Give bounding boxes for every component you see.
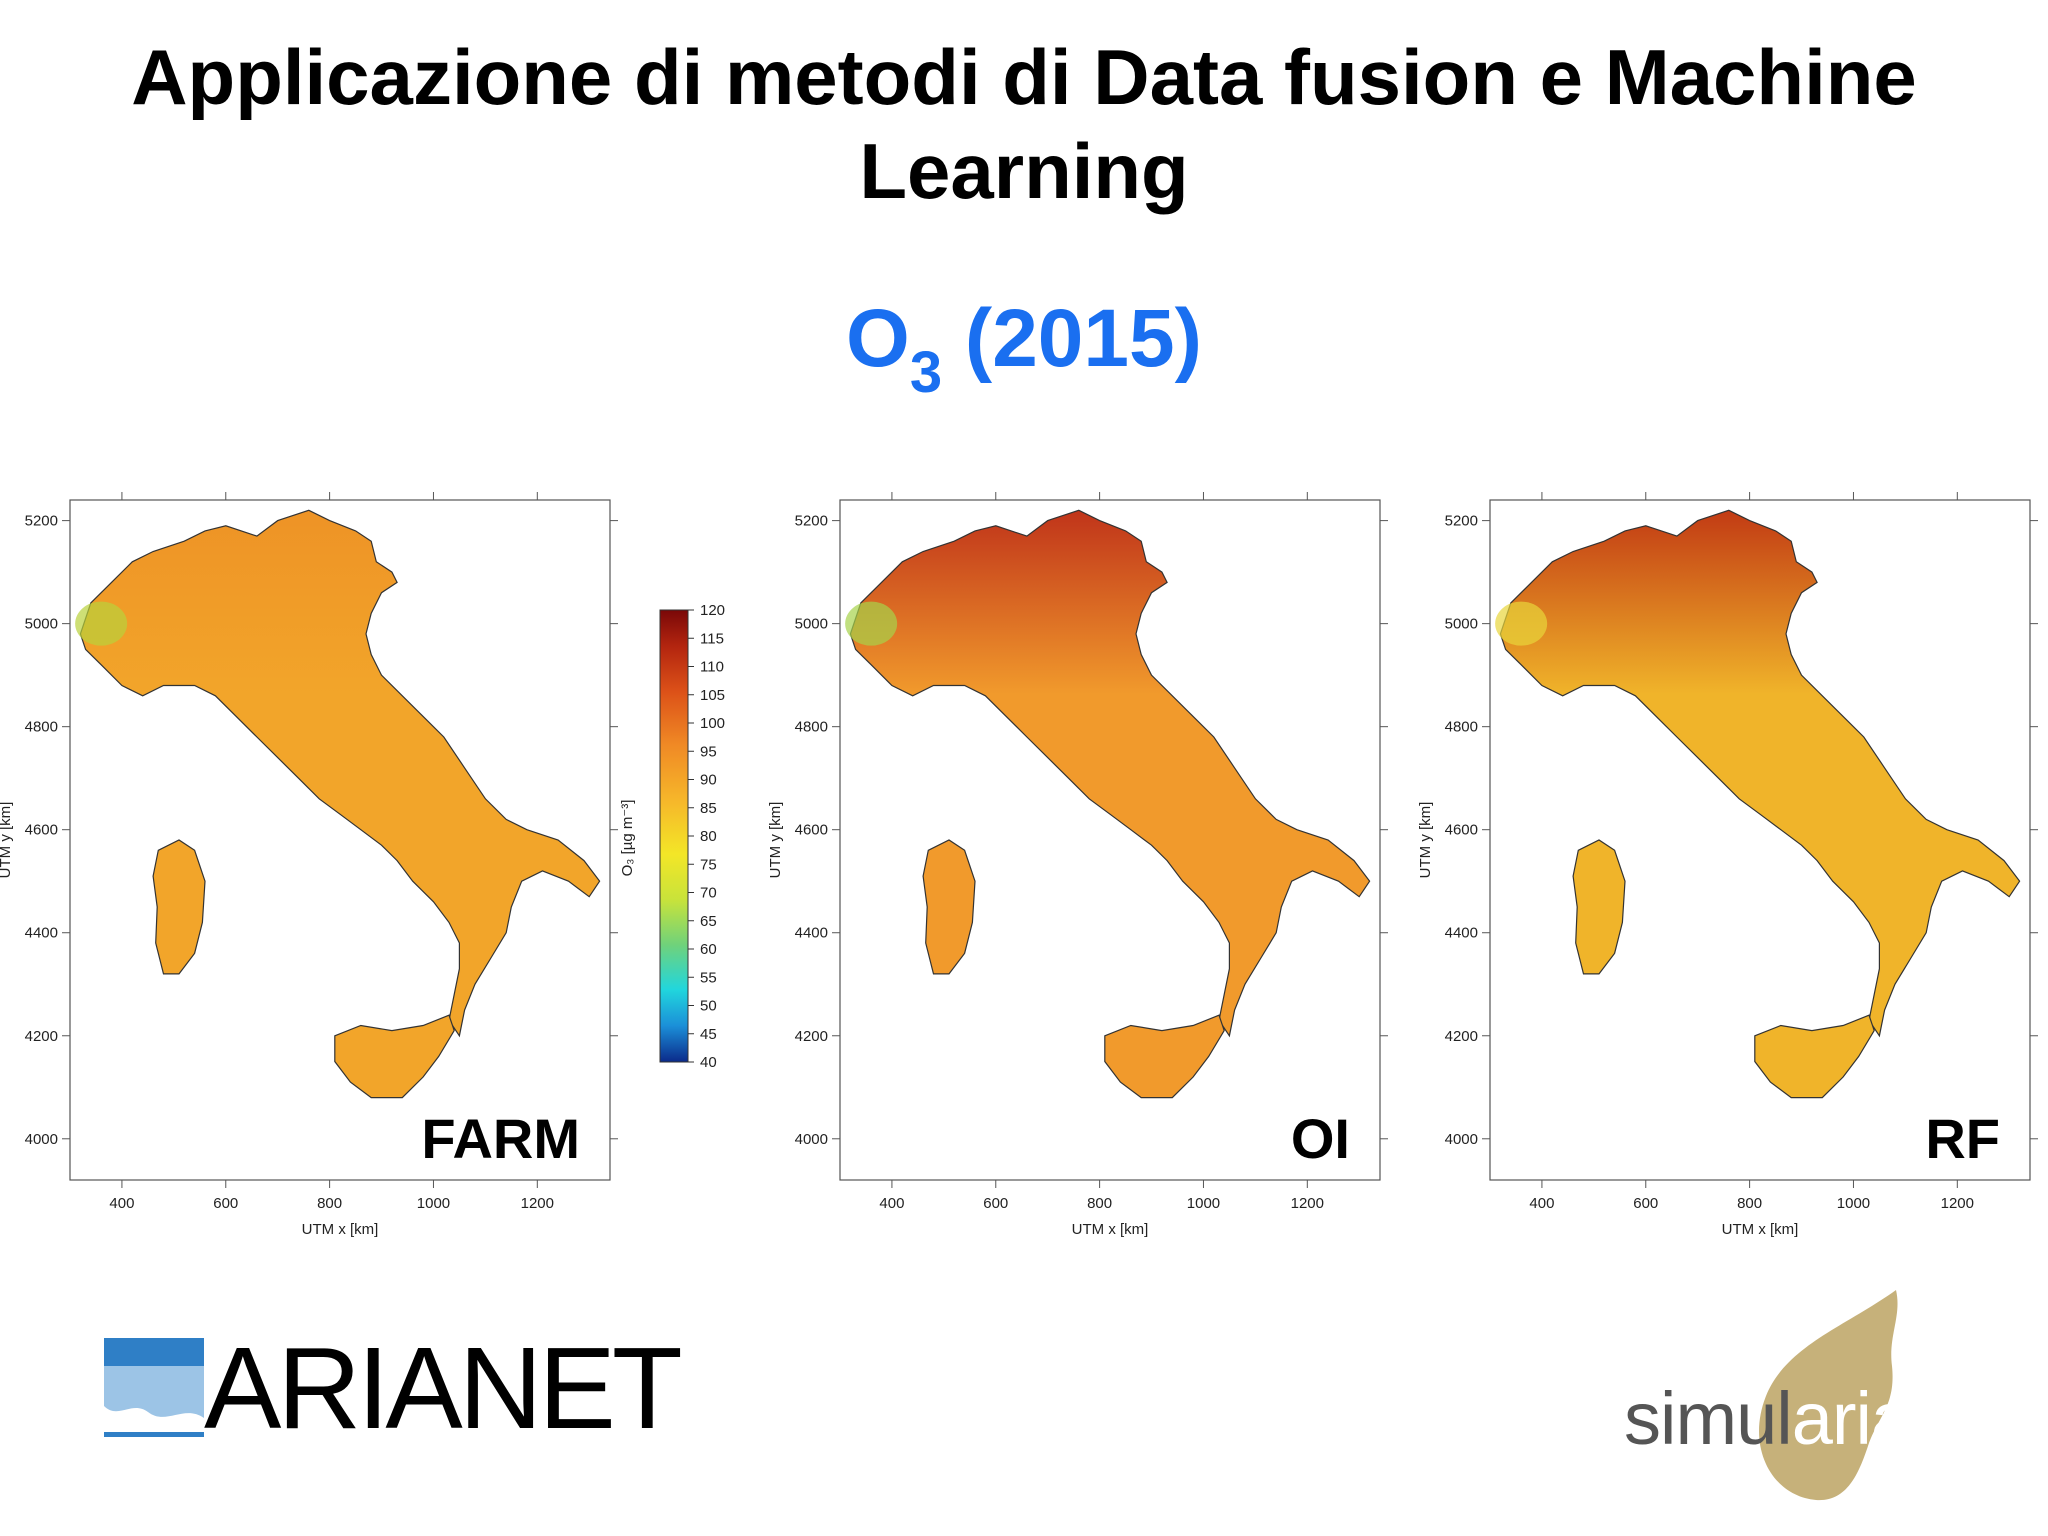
colorbar-tick-label: 90 bbox=[700, 772, 717, 789]
y-tick-label: 5200 bbox=[1445, 513, 1478, 530]
x-tick-label: 800 bbox=[1087, 1195, 1112, 1212]
colorbar-label: O₃ [µg m⁻³] bbox=[619, 800, 636, 877]
colorbar-gradient bbox=[659, 609, 689, 1063]
simularia-leaf bbox=[1759, 1290, 1898, 1501]
y-tick-label: 4600 bbox=[1445, 822, 1478, 839]
colorbar-tick-label: 50 bbox=[700, 998, 717, 1015]
colorbar-tick-label: 70 bbox=[700, 885, 717, 902]
map-farm-svg: 400 600 800 1000 1200 5200 5000 4800 4600 4400 420… bbox=[0, 492, 618, 1238]
x-tick-label: 400 bbox=[109, 1195, 134, 1212]
italy-mainland bbox=[1499, 509, 2021, 1038]
colorbar-tick-label: 65 bbox=[700, 913, 717, 930]
colorbar-tick-label: 115 bbox=[700, 630, 724, 647]
subtitle-o: O bbox=[846, 293, 910, 384]
panel-label: RF bbox=[1925, 1107, 2000, 1170]
colorbar-tick-label: 75 bbox=[700, 856, 717, 873]
y-tick-label: 4800 bbox=[25, 719, 58, 736]
italy-mainland bbox=[79, 509, 601, 1038]
y-tick-label: 4600 bbox=[795, 822, 828, 839]
y-tick-label: 5200 bbox=[25, 513, 58, 530]
y-tick-label: 5000 bbox=[25, 616, 58, 633]
map-accent-area bbox=[75, 601, 128, 646]
y-tick-label: 4000 bbox=[25, 1131, 58, 1148]
y-tick-label: 4200 bbox=[25, 1028, 58, 1045]
italy-mainland bbox=[849, 509, 1371, 1038]
x-axis-label: UTM x [km] bbox=[1072, 1221, 1149, 1238]
x-tick-label: 600 bbox=[1633, 1195, 1658, 1212]
y-tick-label: 4200 bbox=[1445, 1028, 1478, 1045]
sardinia bbox=[922, 839, 976, 975]
simularia-wordmark-b: aria bbox=[1791, 1377, 1912, 1460]
slide-title: Applicazione di metodi di Data fusion e … bbox=[131, 33, 1917, 215]
colorbar-tick-label: 40 bbox=[700, 1054, 717, 1071]
x-tick-label: 1000 bbox=[417, 1195, 450, 1212]
y-tick-label: 4400 bbox=[795, 925, 828, 942]
y-tick-label: 4800 bbox=[1445, 719, 1478, 736]
colorbar-tick-label: 80 bbox=[700, 828, 717, 845]
y-axis-label: UTM y [km] bbox=[1417, 802, 1434, 879]
x-axis-label: UTM x [km] bbox=[1722, 1221, 1799, 1238]
colorbar: 120115110105100959085807570656055504540 … bbox=[619, 602, 725, 1071]
x-tick-label: 1200 bbox=[1941, 1195, 1974, 1212]
x-tick-label: 1200 bbox=[521, 1195, 554, 1212]
y-tick-label: 4200 bbox=[795, 1028, 828, 1045]
x-tick-label: 400 bbox=[1529, 1195, 1554, 1212]
panel-label: OI bbox=[1291, 1107, 1350, 1170]
map-oi-svg: 400 600 800 1000 1200 5200 5000 4800 4600 4400 420… bbox=[767, 492, 1388, 1238]
panel-label: FARM bbox=[421, 1107, 580, 1170]
colorbar-tick-label: 60 bbox=[700, 941, 717, 958]
map-panel-oi: 400 600 800 1000 1200 5200 5000 4800 4600 4400 420… bbox=[767, 480, 1510, 1250]
sardinia bbox=[1572, 839, 1626, 975]
simularia-wordmark: simularia bbox=[1624, 1376, 1912, 1461]
y-tick-label: 4800 bbox=[795, 719, 828, 736]
map-panel-farm: 400 600 800 1000 1200 5200 5000 4800 4600 4400 420… bbox=[0, 480, 740, 1250]
arianet-logo: ARIANET bbox=[104, 1328, 683, 1448]
arianet-wordmark: ARIANET bbox=[204, 1323, 683, 1453]
x-tick-label: 600 bbox=[983, 1195, 1008, 1212]
colorbar-tick-label: 45 bbox=[700, 1026, 717, 1043]
map-accent-area bbox=[1495, 601, 1548, 646]
y-tick-label: 4000 bbox=[1445, 1131, 1478, 1148]
x-tick-label: 400 bbox=[879, 1195, 904, 1212]
y-tick-label: 5000 bbox=[1445, 616, 1478, 633]
y-tick-label: 4400 bbox=[25, 925, 58, 942]
x-tick-label: 1000 bbox=[1837, 1195, 1870, 1212]
slide-subtitle: O3 (2015) bbox=[0, 292, 2048, 406]
colorbar-tick-label: 100 bbox=[700, 715, 725, 732]
y-tick-label: 4400 bbox=[1445, 925, 1478, 942]
x-tick-label: 600 bbox=[213, 1195, 238, 1212]
subtitle-year: (2015) bbox=[942, 293, 1202, 384]
x-tick-label: 1000 bbox=[1187, 1195, 1220, 1212]
sicily bbox=[334, 1014, 455, 1099]
y-tick-label: 4600 bbox=[25, 822, 58, 839]
subtitle-sub: 3 bbox=[909, 340, 943, 405]
colorbar-tick-label: 95 bbox=[700, 743, 717, 760]
map-accent-area bbox=[845, 601, 898, 646]
arianet-mark bbox=[104, 1338, 204, 1437]
colorbar-tick-label: 105 bbox=[700, 687, 725, 704]
colorbar-tick-label: 110 bbox=[700, 659, 724, 676]
colorbar-tick-label: 120 bbox=[700, 602, 725, 619]
y-axis-label: UTM y [km] bbox=[0, 802, 14, 879]
colorbar-tick-label: 55 bbox=[700, 969, 717, 986]
colorbar-tick-label: 85 bbox=[700, 800, 717, 817]
map-panel-rf: 400 600 800 1000 1200 5200 5000 4800 4600 4400 420… bbox=[1417, 480, 2048, 1250]
x-tick-label: 800 bbox=[317, 1195, 342, 1212]
map-rf-svg: 400 600 800 1000 1200 5200 5000 4800 4600 4400 420… bbox=[1417, 492, 2038, 1238]
y-tick-label: 5000 bbox=[795, 616, 828, 633]
y-tick-label: 5200 bbox=[795, 513, 828, 530]
y-tick-label: 4000 bbox=[795, 1131, 828, 1148]
simularia-wordmark-a: simul bbox=[1624, 1377, 1793, 1460]
x-tick-label: 1200 bbox=[1291, 1195, 1324, 1212]
x-tick-label: 800 bbox=[1737, 1195, 1762, 1212]
sicily bbox=[1104, 1014, 1225, 1099]
sardinia bbox=[152, 839, 206, 975]
simularia-logo: simularia bbox=[1596, 1286, 1936, 1506]
x-axis-label: UTM x [km] bbox=[302, 1221, 379, 1238]
sicily bbox=[1754, 1014, 1875, 1099]
y-axis-label: UTM y [km] bbox=[767, 802, 784, 879]
